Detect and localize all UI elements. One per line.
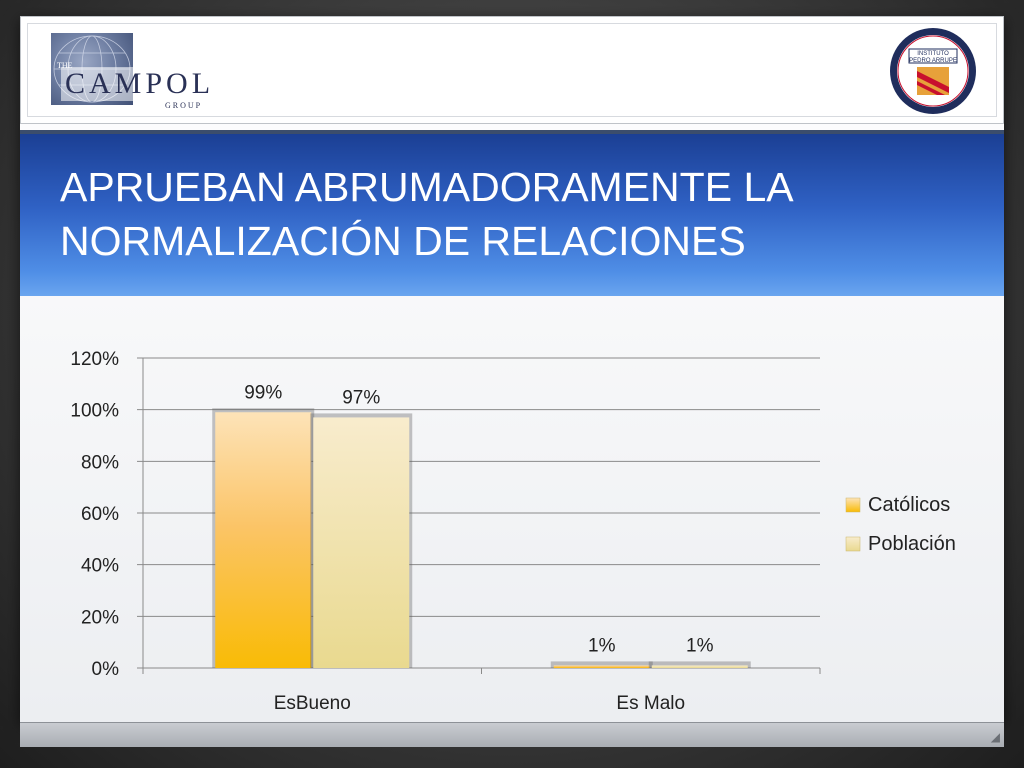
bar-shadow [648,661,751,668]
y-tick-label: 0% [92,659,120,680]
bar-es-malo-1 [651,665,748,668]
chart-data-labels: 99% 97% 1% 1% [244,382,713,656]
data-label: 97% [342,387,380,408]
y-tick-label: 120% [70,349,119,370]
resize-grip-icon[interactable]: ◢ [990,730,1000,744]
y-tick-label: 60% [81,504,119,525]
data-label: 1% [686,635,714,656]
bar-esbueno-1 [313,417,410,668]
chart-bars [212,408,751,668]
title-band: APRUEBAN ABRUMADORAMENTE LA NORMALIZACIÓ… [20,130,1004,296]
slide-title-line-2: NORMALIZACIÓN DE RELACIONES [60,218,746,264]
campol-the-text: THE [57,61,73,70]
x-tick-label: EsBueno [274,693,351,714]
bottom-bar: ◢ [20,722,1004,747]
slide-title-line-1: APRUEBAN ABRUMADORAMENTE LA [60,164,794,210]
y-tick-label: 100% [70,401,119,422]
y-tick-label: 20% [81,607,119,628]
chart-legend[interactable]: Católicos Población [845,494,956,555]
slide-title: APRUEBAN ABRUMADORAMENTE LA NORMALIZACIÓ… [60,160,960,268]
svg-text:INSTITUTO: INSTITUTO [917,51,949,57]
header-band: THE CAMPOL GROUP INSTITUTO PEDRO ARRUPE [20,16,1004,124]
data-label: 99% [244,382,282,403]
svg-text:PEDRO ARRUPE: PEDRO ARRUPE [909,58,957,64]
chart-y-axis: 0% 20% 40% 60% 80% 100% 120% [70,349,119,680]
header-frame [27,23,997,117]
legend-swatch [845,497,861,513]
legend-entry[interactable]: Católicos [868,494,950,516]
campol-group-text: GROUP [165,101,203,110]
campol-logo: THE CAMPOL GROUP [47,31,227,110]
y-tick-label: 40% [81,556,119,577]
bar-esbueno-0 [215,412,312,668]
bar-shadow [550,661,653,668]
chart-x-axis: EsBueno Es Malo [274,693,685,714]
instituto-pedro-arrupe-logo: INSTITUTO PEDRO ARRUPE [889,27,977,115]
y-tick-label: 80% [81,452,119,473]
x-tick-label: Es Malo [616,693,685,714]
legend-entry[interactable]: Población [868,533,956,555]
campol-wordmark: CAMPOL [61,67,219,101]
bar-es-malo-0 [553,665,650,668]
bar-chart: 0% 20% 40% 60% 80% 100% 120% 99% 97% 1% 1% EsBuen… [70,349,956,714]
slide: THE CAMPOL GROUP INSTITUTO PEDRO ARRUPE [20,16,1004,747]
legend-swatch [845,536,861,552]
data-label: 1% [588,635,616,656]
